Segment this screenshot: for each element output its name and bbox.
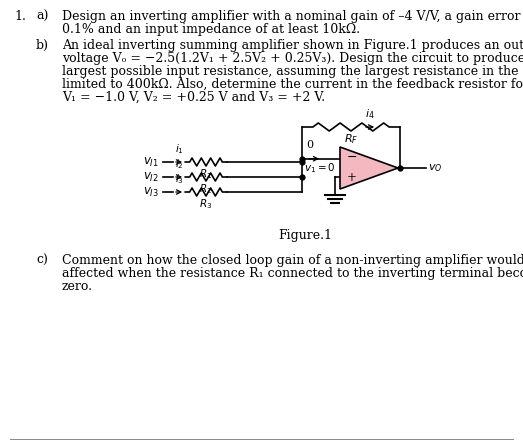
Text: 0.1% and an input impedance of at least 10kΩ.: 0.1% and an input impedance of at least …: [62, 23, 360, 36]
Text: $v_O$: $v_O$: [428, 162, 442, 174]
Text: 0: 0: [306, 140, 313, 150]
Text: $i_3$: $i_3$: [175, 172, 184, 186]
Text: zero.: zero.: [62, 280, 93, 293]
Text: voltage Vₒ = −2.5(1.2V₁ + 2.5V₂ + 0.25V₃). Design the circuit to produce the: voltage Vₒ = −2.5(1.2V₁ + 2.5V₂ + 0.25V₃…: [62, 52, 523, 65]
Text: $R_1$: $R_1$: [199, 167, 212, 181]
Text: a): a): [36, 10, 48, 23]
Text: $R_2$: $R_2$: [199, 182, 212, 196]
Text: An ideal inverting summing amplifier shown in Figure.1 produces an output: An ideal inverting summing amplifier sho…: [62, 39, 523, 52]
Polygon shape: [340, 147, 398, 189]
Text: $i_2$: $i_2$: [175, 157, 184, 171]
Text: Figure.1: Figure.1: [278, 229, 332, 242]
Text: b): b): [36, 39, 49, 52]
Text: $v_1 = 0$: $v_1 = 0$: [304, 161, 336, 175]
Text: Design an inverting amplifier with a nominal gain of –4 V/V, a gain error of: Design an inverting amplifier with a nom…: [62, 10, 523, 23]
Text: $R_3$: $R_3$: [199, 197, 213, 211]
Text: −: −: [347, 151, 358, 164]
Text: c): c): [36, 254, 48, 267]
Text: 1.: 1.: [14, 10, 26, 23]
Text: affected when the resistance R₁ connected to the inverting terminal becomes: affected when the resistance R₁ connecte…: [62, 267, 523, 280]
Text: largest possible input resistance, assuming the largest resistance in the circui: largest possible input resistance, assum…: [62, 65, 523, 78]
Text: $i_4$: $i_4$: [365, 107, 375, 121]
Text: V₁ = −1.0 V, V₂ = +0.25 V and V₃ = +2 V.: V₁ = −1.0 V, V₂ = +0.25 V and V₃ = +2 V.: [62, 91, 325, 104]
Text: $v_{I1}$: $v_{I1}$: [143, 156, 159, 169]
Text: +: +: [347, 171, 357, 184]
Text: Comment on how the closed loop gain of a non-inverting amplifier would be: Comment on how the closed loop gain of a…: [62, 254, 523, 267]
Text: $v_{I2}$: $v_{I2}$: [143, 170, 159, 184]
Text: $v_{I3}$: $v_{I3}$: [143, 186, 159, 198]
Text: limited to 400kΩ. Also, determine the current in the feedback resistor for: limited to 400kΩ. Also, determine the cu…: [62, 78, 523, 91]
Text: $i_1$: $i_1$: [175, 142, 184, 156]
Text: $R_F$: $R_F$: [344, 132, 358, 146]
